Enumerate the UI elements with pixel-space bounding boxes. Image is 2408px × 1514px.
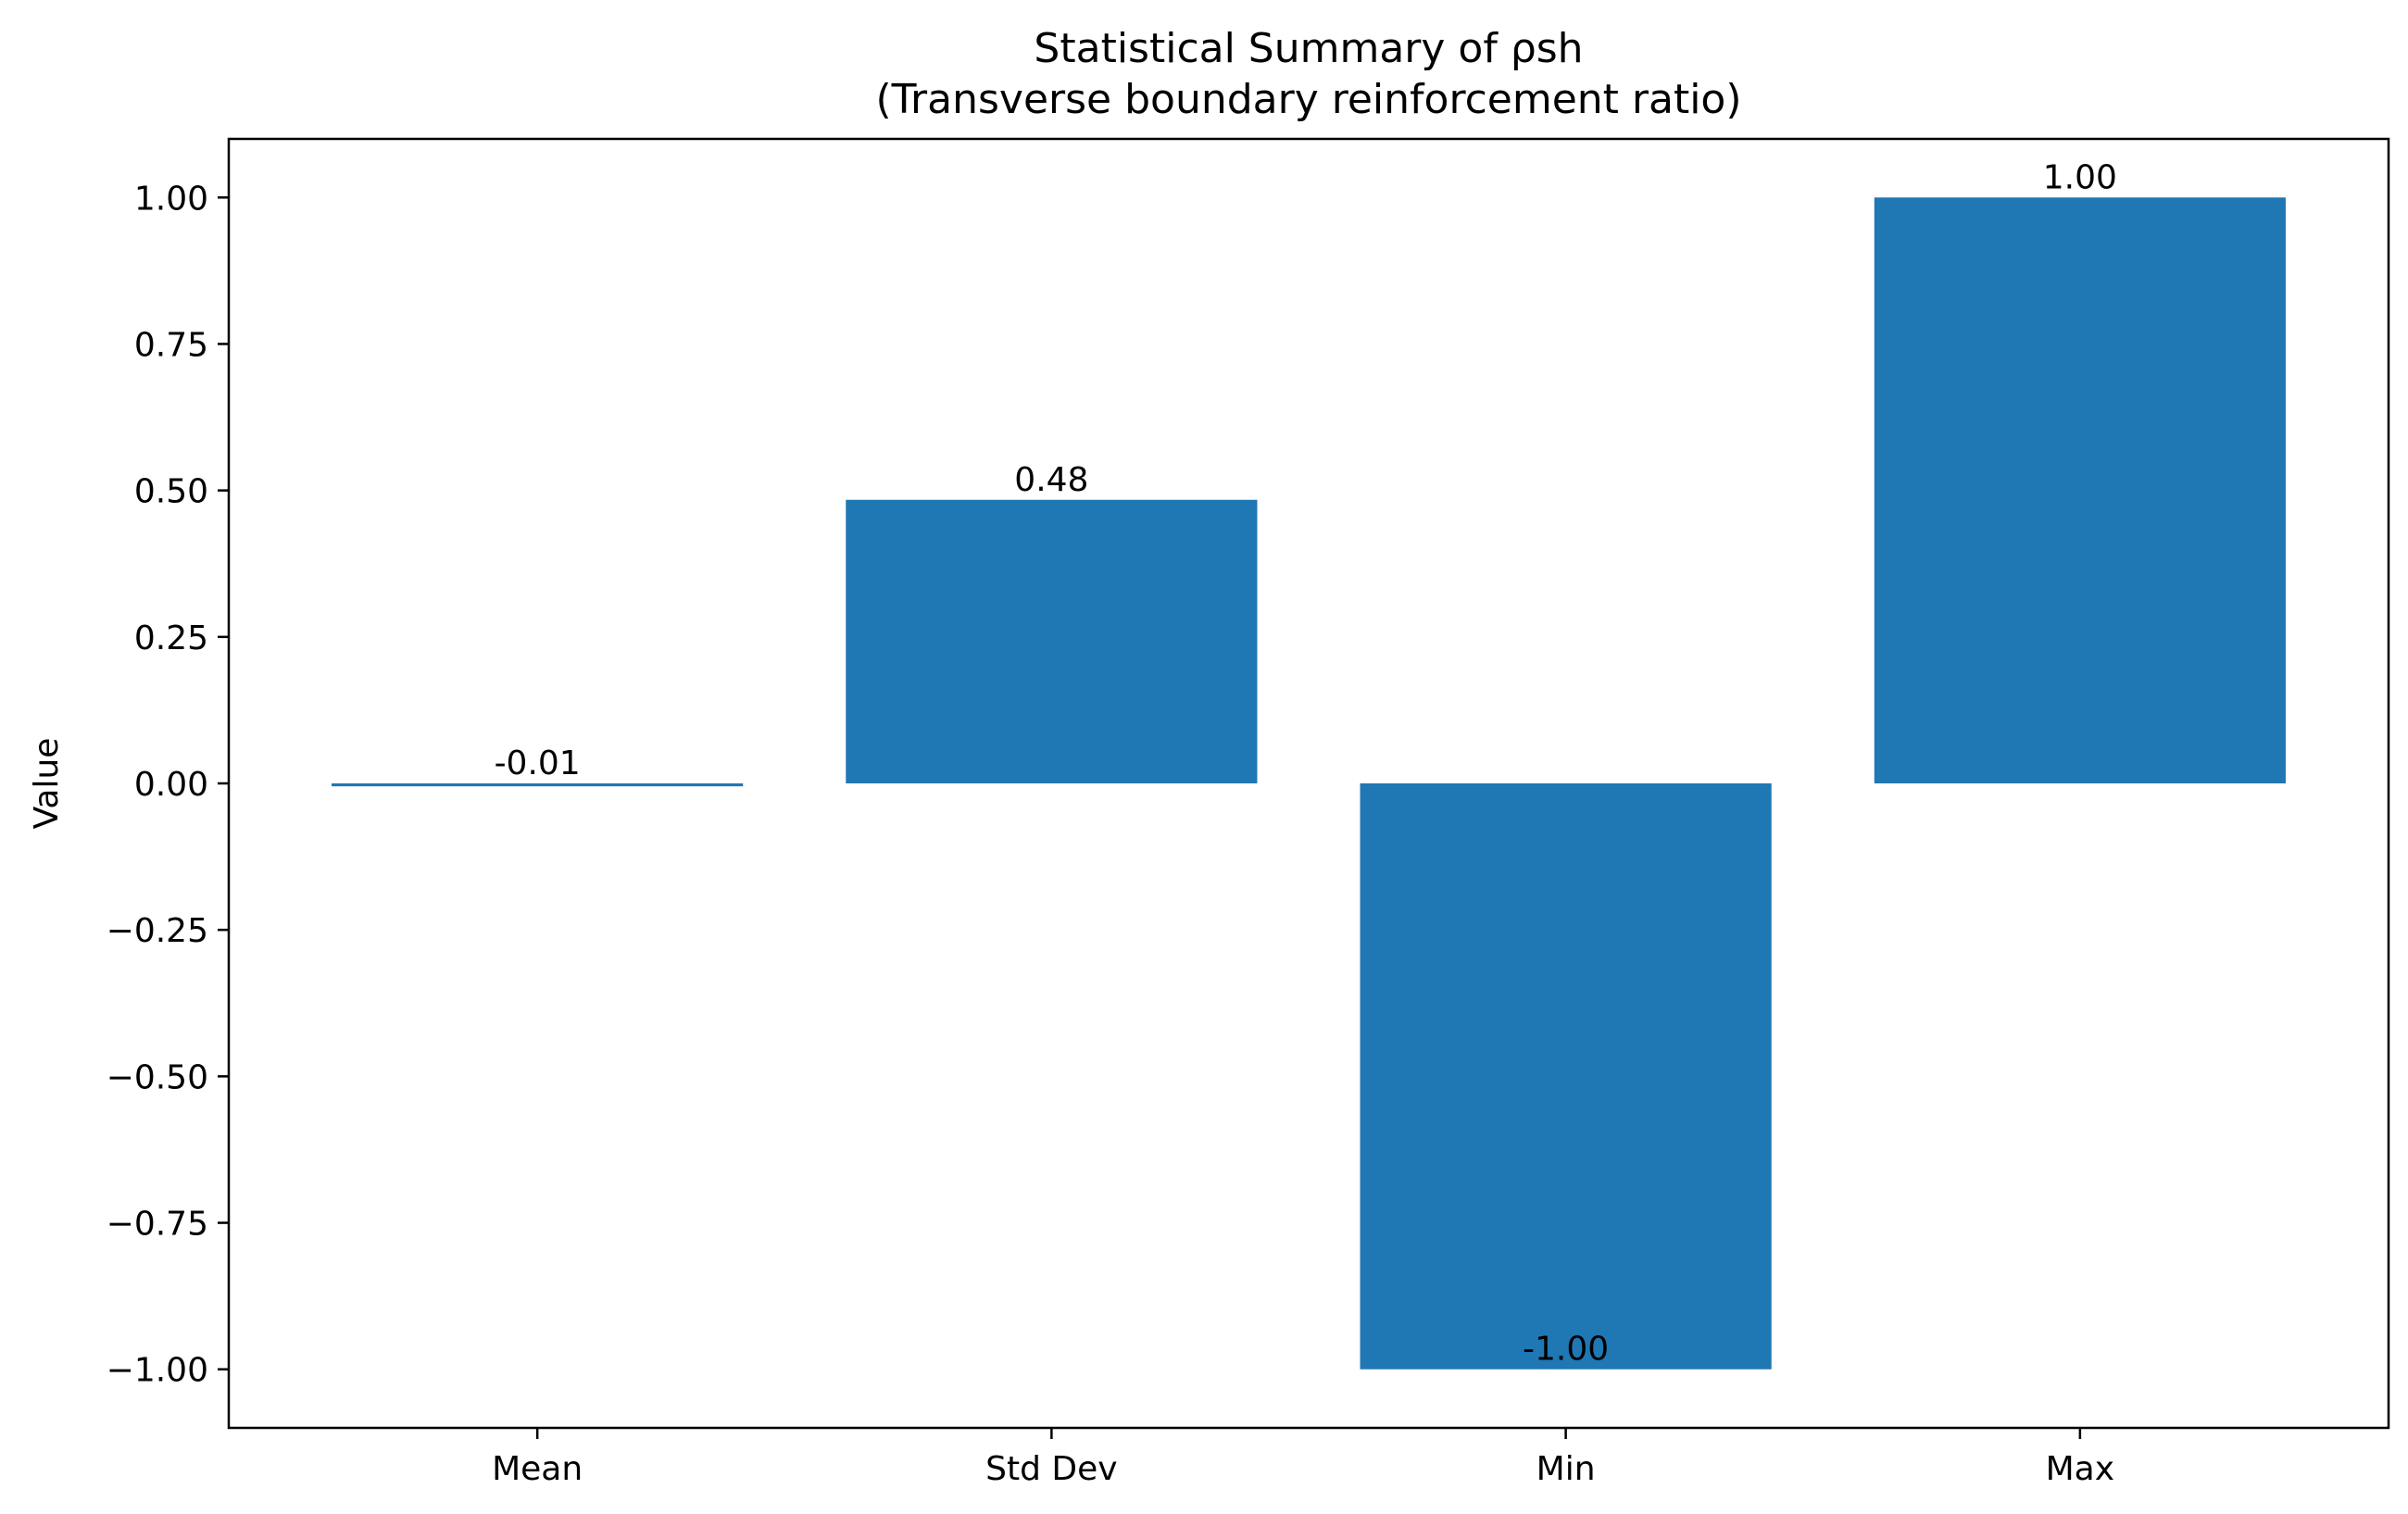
y-axis-label: Value [28, 738, 66, 830]
x-tick-label: Min [1536, 1450, 1596, 1488]
y-tick-label: −1.00 [107, 1352, 208, 1390]
y-tick-label: 0.00 [134, 766, 208, 804]
bar-min [1360, 783, 1772, 1370]
x-tick-label: Max [2046, 1450, 2114, 1488]
x-tick-label: Mean [492, 1450, 583, 1488]
y-tick-label: −0.25 [107, 912, 208, 950]
data-label: 1.00 [2043, 158, 2117, 196]
y-tick-label: −0.50 [107, 1058, 208, 1096]
bar-mean [332, 783, 744, 787]
y-axis: −1.00 −0.75 −0.50 −0.25 0.00 0.25 0.50 0.75 1.00 [107, 180, 229, 1390]
y-tick-label: −0.75 [107, 1206, 208, 1244]
plot-area: -0.01 0.48 -1.00 1.00 [332, 158, 2286, 1370]
data-label: 0.48 [1014, 461, 1088, 499]
y-tick-label: 0.75 [134, 326, 208, 364]
bar-max [1874, 197, 2286, 784]
data-label: -1.00 [1523, 1331, 1609, 1369]
data-label: -0.01 [495, 744, 581, 782]
chart-title: Statistical Summary of ρsh [1034, 25, 1583, 72]
bar-std-dev [846, 499, 1258, 783]
y-tick-label: 0.50 [134, 473, 208, 511]
x-tick-label: Std Dev [985, 1450, 1117, 1488]
chart-subtitle: (Transverse boundary reinforcement ratio… [875, 76, 1741, 123]
x-axis: Mean Std Dev Min Max [492, 1428, 2114, 1488]
y-tick-label: 1.00 [134, 180, 208, 218]
y-tick-label: 0.25 [134, 619, 208, 657]
